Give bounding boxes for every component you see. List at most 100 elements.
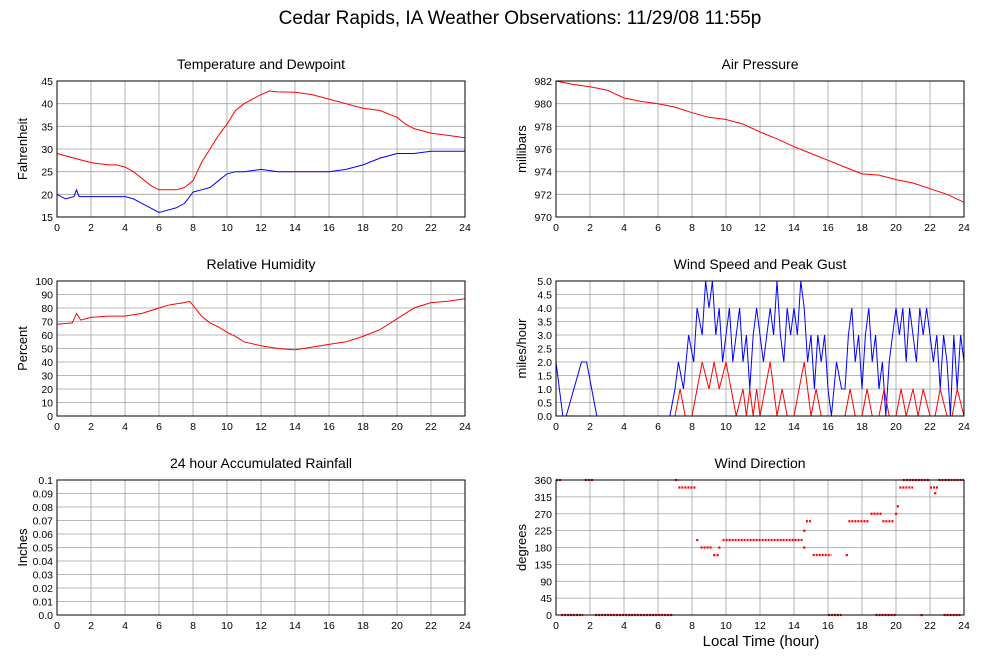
wind-ytick-label: 0.0 <box>537 411 552 423</box>
wind-ytick-label: 3.0 <box>537 330 552 342</box>
direction-point <box>716 554 719 557</box>
pressure-ytick-label: 976 <box>534 144 552 156</box>
direction-point <box>718 546 721 549</box>
pressure-xtick-label: 10 <box>720 222 732 234</box>
pressure-xtick-label: 12 <box>754 222 766 234</box>
rain-ytick-label: 0.03 <box>33 570 54 582</box>
wind-ytick-label: 4.5 <box>537 290 552 302</box>
direction-ytick-label: 270 <box>534 509 552 521</box>
direction-point <box>845 554 848 557</box>
temp-xtick-label: 16 <box>323 222 335 234</box>
pressure-xtick-label: 24 <box>958 222 970 234</box>
direction-ylabel: degrees <box>514 524 529 571</box>
rain-xtick-label: 20 <box>391 620 403 632</box>
direction-ytick-label: 180 <box>534 543 552 555</box>
humidity-ytick-label: 100 <box>35 276 53 288</box>
humidity-xtick-label: 18 <box>357 421 369 433</box>
humidity-xtick-label: 24 <box>459 421 471 433</box>
direction-xtick-label: 6 <box>655 620 661 632</box>
pressure-ytick-label: 974 <box>534 167 552 179</box>
pressure-ytick-label: 982 <box>534 76 552 88</box>
temp-xtick-label: 22 <box>425 222 437 234</box>
direction-point <box>934 492 937 495</box>
rain-xtick-label: 8 <box>190 620 196 632</box>
rain-ytick-label: 0.06 <box>33 529 54 541</box>
temp-ytick-label: 35 <box>41 121 53 133</box>
pressure-xtick-label: 8 <box>689 222 695 234</box>
direction-ytick-label: 45 <box>540 593 552 605</box>
pressure-xtick-label: 22 <box>924 222 936 234</box>
humidity-xtick-label: 16 <box>323 421 335 433</box>
direction-point <box>696 539 699 542</box>
humidity-ytick-label: 80 <box>41 303 53 315</box>
humidity-title: Relative Humidity <box>207 256 316 272</box>
rain-xtick-label: 12 <box>255 620 267 632</box>
rain-ytick-label: 0.07 <box>33 516 54 528</box>
direction-plot-frame <box>555 479 965 616</box>
wind-xtick-label: 4 <box>621 421 627 433</box>
pressure-xtick-label: 20 <box>890 222 902 234</box>
temp-ytick-label: 45 <box>41 76 53 88</box>
direction-xtick-label: 0 <box>553 620 559 632</box>
temp-ylabel: Fahrenheit <box>15 118 30 181</box>
wind-xtick-label: 18 <box>856 421 868 433</box>
direction-point <box>713 554 716 557</box>
wind-title: Wind Speed and Peak Gust <box>674 256 847 272</box>
temp-xtick-label: 14 <box>289 222 301 234</box>
temp-xtick-label: 20 <box>391 222 403 234</box>
temp-series-line <box>56 150 465 214</box>
humidity-ytick-label: 0 <box>47 411 53 423</box>
wind-ytick-label: 0.5 <box>537 398 552 410</box>
direction-xtick-label: 22 <box>924 620 936 632</box>
pressure-plot-frame <box>555 80 965 218</box>
rain-xtick-label: 0 <box>54 620 60 632</box>
humidity-xtick-label: 4 <box>122 421 128 433</box>
rain-xtick-label: 10 <box>221 620 233 632</box>
humidity-xtick-label: 6 <box>156 421 162 433</box>
wind-xtick-label: 6 <box>655 421 661 433</box>
humidity-xtick-label: 22 <box>425 421 437 433</box>
humidity-xtick-label: 10 <box>221 421 233 433</box>
rain-ytick-label: 0.1 <box>38 475 53 487</box>
wind-ytick-label: 2.5 <box>537 344 552 356</box>
rain-xtick-label: 2 <box>88 620 94 632</box>
temp-xtick-label: 4 <box>122 222 128 234</box>
rain-ytick-label: 0.01 <box>33 597 54 609</box>
wind-ylabel: miles/hour <box>514 318 529 379</box>
direction-xtick-label: 24 <box>958 620 970 632</box>
wind-xtick-label: 16 <box>822 421 834 433</box>
pressure-ytick-label: 970 <box>534 212 552 224</box>
temp-title: Temperature and Dewpoint <box>177 56 345 72</box>
humidity-ytick-label: 90 <box>41 290 53 302</box>
rain-plot-frame <box>56 479 466 616</box>
humidity-ytick-label: 60 <box>41 330 53 342</box>
wind-xtick-label: 12 <box>754 421 766 433</box>
wind-ytick-label: 3.5 <box>537 317 552 329</box>
direction-xtick-label: 14 <box>788 620 800 632</box>
temp-plot-frame <box>56 80 466 218</box>
humidity-ytick-label: 10 <box>41 398 53 410</box>
direction-xtick-label: 20 <box>890 620 902 632</box>
direction-xtick-label: 12 <box>754 620 766 632</box>
temp-xtick-label: 6 <box>156 222 162 234</box>
wind-series-line <box>555 280 965 417</box>
temp-xtick-label: 10 <box>221 222 233 234</box>
direction-point <box>895 512 898 515</box>
wind-xtick-label: 22 <box>924 421 936 433</box>
wind-xtick-label: 2 <box>587 421 593 433</box>
direction-ytick-label: 135 <box>534 559 552 571</box>
rain-ytick-label: 0.0 <box>38 610 53 622</box>
x-axis-title: Local Time (hour) <box>702 633 820 650</box>
humidity-xtick-label: 2 <box>88 421 94 433</box>
pressure-ytick-label: 980 <box>534 99 552 111</box>
wind-ytick-label: 1.0 <box>537 384 552 396</box>
rain-xtick-label: 4 <box>122 620 128 632</box>
temp-xtick-label: 0 <box>54 222 60 234</box>
wind-ytick-label: 4.0 <box>537 303 552 315</box>
humidity-xtick-label: 20 <box>391 421 403 433</box>
